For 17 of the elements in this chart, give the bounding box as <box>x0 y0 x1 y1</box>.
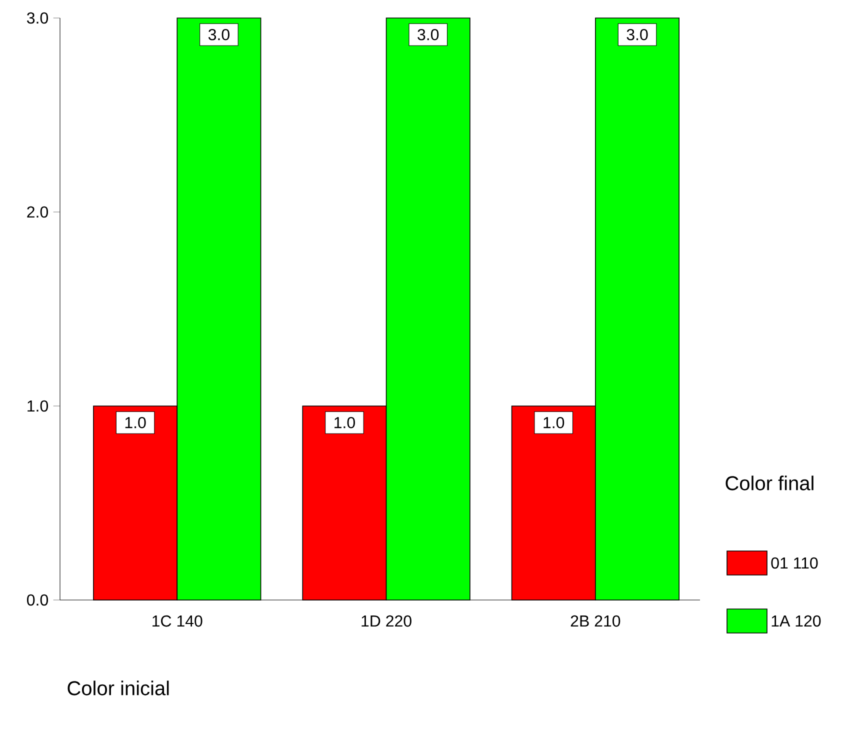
data-label: 1.0 <box>125 416 146 428</box>
y-tick-label: 3.0 <box>26 12 48 24</box>
y-tick-label: 2.0 <box>27 206 48 218</box>
x-tick-label: 1C 140 <box>152 615 202 627</box>
x-tick-label: 2B 210 <box>570 615 620 627</box>
data-label: 3.0 <box>208 28 230 40</box>
legend-title: Color final <box>726 476 814 490</box>
x-tick-label: 1D 220 <box>362 615 412 627</box>
y-tick-label: 0.0 <box>27 594 48 606</box>
data-label: 1.0 <box>334 416 355 428</box>
legend-label: 1A 120 <box>772 615 821 627</box>
x-axis-title: Color inicial <box>68 680 169 696</box>
legend-label: 01 110 <box>771 557 818 569</box>
data-label: 3.0 <box>626 28 648 40</box>
y-tick-label: 1.0 <box>28 400 48 412</box>
data-label: 3.0 <box>418 28 439 40</box>
data-label: 1.0 <box>544 416 564 428</box>
